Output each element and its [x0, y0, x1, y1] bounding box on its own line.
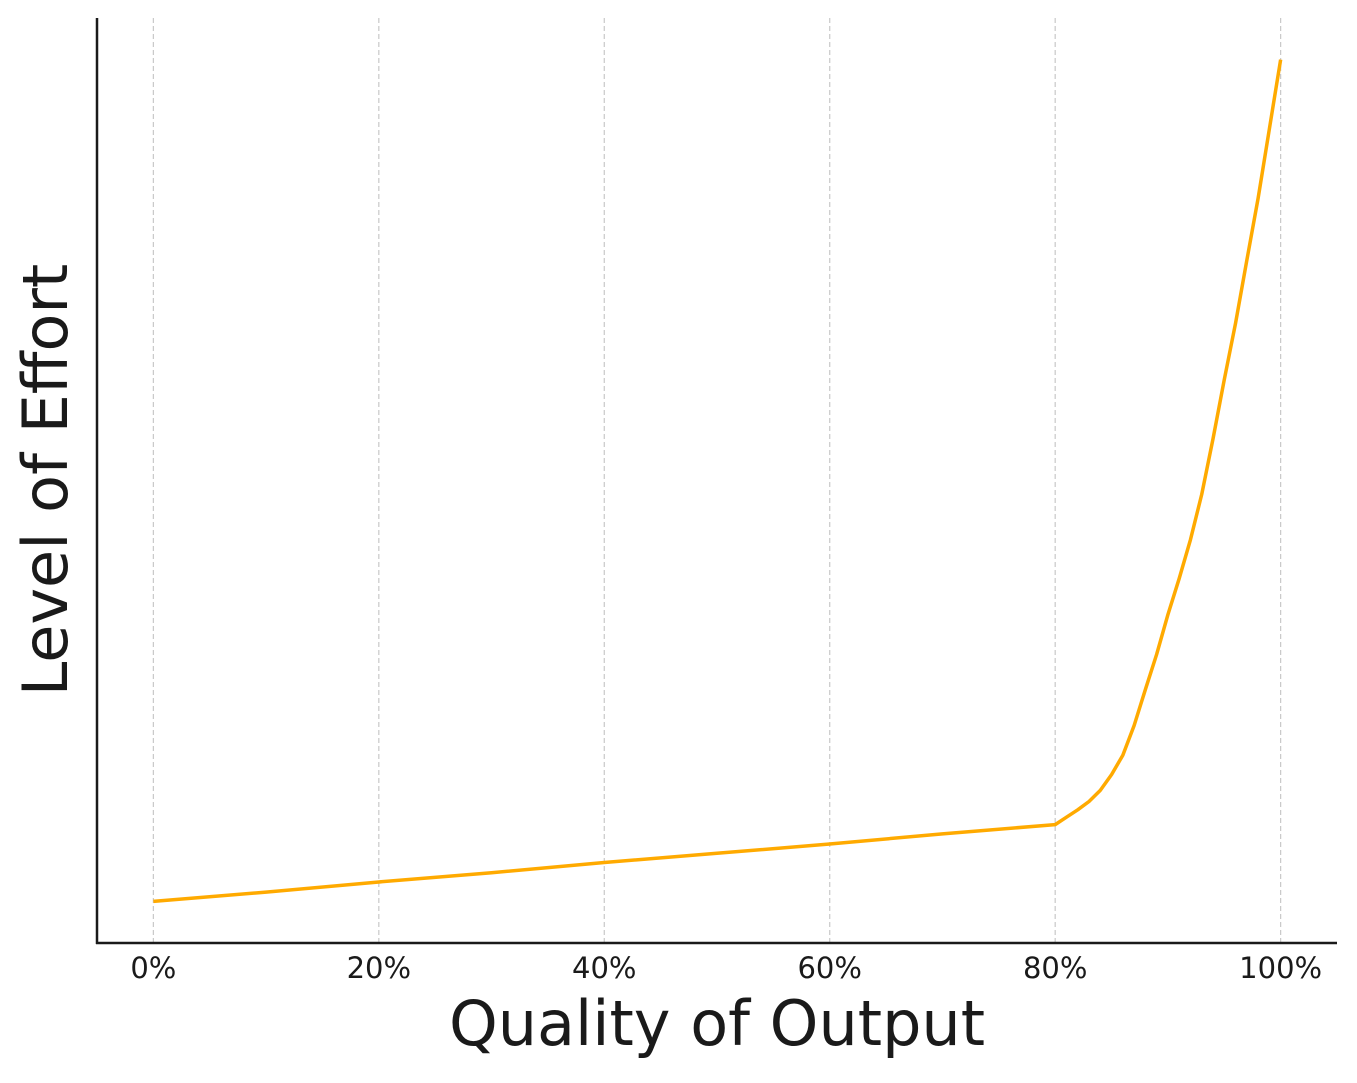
y-axis-label: Level of Effort: [9, 264, 82, 696]
x-tick-label: 80%: [1023, 951, 1087, 985]
x-tick-label: 60%: [797, 951, 861, 985]
x-tick-label: 20%: [347, 951, 411, 985]
line: [153, 59, 1283, 904]
x-axis-label: Quality of Output: [449, 987, 985, 1060]
x-tick-label: 0%: [130, 951, 176, 985]
x-tick-label: 40%: [572, 951, 636, 985]
x-tick-label: 100%: [1239, 951, 1322, 985]
